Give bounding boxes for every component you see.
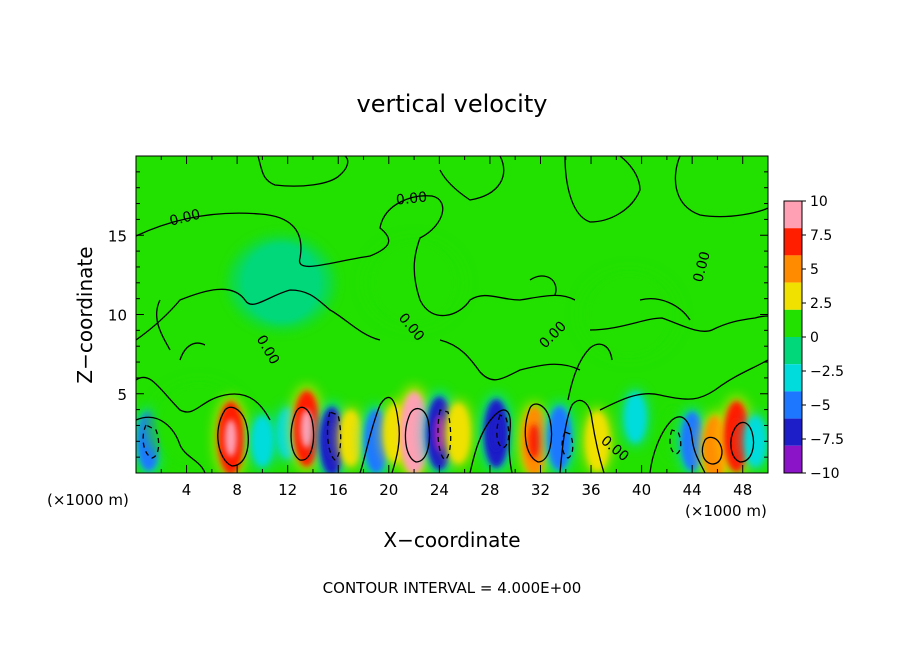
y-tick-label: 10	[108, 307, 127, 325]
plot-area: 0.00 0.00 0.00 0.00 0.00 0.00 0.00	[136, 156, 768, 473]
contour-label: 0.00	[395, 189, 428, 208]
contour-line	[529, 275, 557, 296]
colorbar-swatch	[784, 418, 802, 446]
y-tick-label: 15	[108, 227, 127, 245]
y-tick-label: 5	[117, 386, 127, 404]
colorbar-tick-label: 2.5	[810, 296, 832, 312]
contour-label: 0.00	[168, 207, 202, 230]
contour-line	[469, 409, 513, 473]
x-tick-label: 32	[531, 481, 550, 499]
x-tick-label: 48	[733, 481, 752, 499]
x-tick-label: 8	[232, 481, 242, 499]
contour-line	[567, 343, 613, 401]
contour-line	[326, 411, 342, 461]
colorbar-swatch	[784, 309, 802, 337]
contour-line	[564, 156, 641, 223]
contour-line	[439, 156, 505, 201]
velocity-cell	[340, 410, 362, 466]
contour-line	[561, 431, 574, 459]
velocity-cell-core	[433, 414, 446, 452]
contour-line	[404, 408, 431, 463]
contour-line	[730, 421, 755, 463]
colorbar-swatch	[784, 201, 802, 229]
x-tick-label: 40	[632, 481, 651, 499]
contour-line	[290, 406, 315, 461]
x-unit-label-left: (×1000 m)	[47, 491, 129, 509]
colorbar-tick-label: 10	[810, 194, 828, 210]
contour-line	[155, 299, 171, 351]
contour-line	[599, 359, 768, 411]
x-tick-label: 24	[430, 481, 449, 499]
velocity-cell	[585, 411, 609, 471]
contour-line	[217, 406, 249, 467]
contour-line	[142, 424, 160, 459]
colorbar-tick-label: −10	[810, 466, 840, 482]
velocity-cell-core	[224, 419, 237, 457]
contour-line	[649, 416, 706, 473]
contour-line	[559, 399, 605, 473]
velocity-cell	[547, 406, 572, 471]
velocity-cell	[588, 274, 669, 355]
colorbar-swatch	[784, 445, 802, 473]
x-tick-label: 28	[480, 481, 499, 499]
x-tick-label: 44	[683, 481, 702, 499]
velocity-cell-core	[300, 409, 313, 448]
colorbar-swatch	[784, 364, 802, 392]
y-axis-label: Z−coordinate	[73, 246, 97, 383]
contour-line	[439, 339, 581, 381]
colorbar-tick-label: 7.5	[810, 228, 832, 244]
contour-line	[136, 376, 271, 421]
contour-line	[136, 416, 206, 473]
colorbar-tick-label: −2.5	[810, 364, 844, 380]
colorbar-swatch	[784, 228, 802, 256]
velocity-cell	[625, 392, 646, 443]
contour-line	[674, 156, 768, 218]
velocity-cell	[446, 403, 470, 463]
colorbar-frame	[783, 200, 803, 474]
contour-line	[359, 396, 400, 473]
colorbar-tick-label: 0	[810, 330, 819, 346]
x-tick-label: 16	[329, 481, 348, 499]
velocity-cell	[241, 242, 322, 323]
x-axis-label: X−coordinate	[383, 528, 520, 552]
contour-line	[136, 288, 381, 341]
velocity-cell	[374, 242, 455, 323]
contour-line	[496, 414, 510, 449]
x-tick-label: 4	[182, 481, 192, 499]
colorbar: 10 7.5 5 2.5 0 −2.5 −5 −7.5 −10	[784, 194, 844, 482]
contour-label: 0.00	[690, 250, 714, 284]
contour-line	[669, 429, 682, 455]
colorbar-tick-label: −7.5	[810, 432, 844, 448]
velocity-cell-core	[730, 418, 743, 455]
contour-line	[136, 195, 576, 317]
contour-line	[589, 315, 768, 332]
velocity-cell-core	[407, 412, 421, 455]
contour-line	[639, 298, 691, 321]
colorbar-swatch	[784, 391, 802, 419]
x-tick-label: 20	[379, 481, 398, 499]
colorbar-swatch	[784, 282, 802, 310]
colorbar-tick-label: 5	[810, 262, 819, 278]
velocity-cell-core	[528, 424, 540, 459]
contour-lines	[136, 156, 768, 473]
colorbar-swatch	[784, 337, 802, 365]
contour-line	[701, 436, 723, 465]
colorbar-swatch	[784, 255, 802, 283]
y-axis-ticks: 5 10 15	[108, 171, 768, 458]
x-tick-label: 12	[278, 481, 297, 499]
contour-line	[524, 403, 553, 463]
contour-interval-note: CONTOUR INTERVAL = 4.000E+00	[323, 579, 582, 597]
chart-title: vertical velocity	[357, 90, 548, 118]
contour-line	[437, 409, 452, 461]
contour-line	[179, 342, 206, 361]
x-tick-label: 36	[581, 481, 600, 499]
x-axis-ticks: 4 8 12 16 20 24 28 32 36 40 44 48	[160, 156, 752, 499]
velocity-cell	[252, 416, 273, 467]
contour-line	[257, 156, 349, 187]
x-unit-label-right: (×1000 m)	[685, 502, 767, 520]
colorbar-tick-label: −5	[810, 398, 831, 414]
